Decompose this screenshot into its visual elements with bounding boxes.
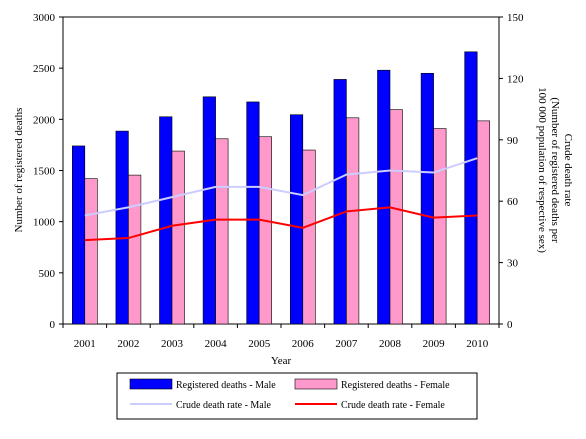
bar-registered-deaths-male-2009 [420,72,434,325]
x-axis: 2001 2002 2003 2004 2005 2006 2007 2008 2009 2010 [62,324,500,350]
x-tick-label: 2003 [161,338,184,350]
left-tick-label: 0 [50,319,56,331]
x-tick-label: 2009 [423,338,446,350]
left-tick-label: 2500 [33,63,56,75]
bar-registered-deaths-male-2008 [377,69,391,325]
x-tick-label: 2005 [248,338,271,350]
legend-label-female-rate: Crude death rate - Female [341,400,445,411]
line-crude-death-rate-female [84,206,478,242]
x-tick-label: 2007 [335,338,358,350]
x-tick-label: 2002 [117,338,139,350]
bar-registered-deaths-female-2007 [346,117,360,325]
bar-registered-deaths-female-2009 [433,128,447,325]
bar-registered-deaths-male-2005 [246,101,260,325]
bar-registered-deaths-female-2008 [389,109,403,325]
lines-layer [84,157,478,242]
right-tick-label: 120 [507,73,524,85]
right-y-axis-title-line-1: Crude death rate [562,134,574,207]
legend-swatch-female-deaths [294,378,338,390]
left-tick-label: 2000 [33,114,56,126]
bar-registered-deaths-female-2003 [171,150,185,325]
x-tick-label: 2004 [205,338,228,350]
left-y-axis: 0 500 1000 1500 2000 2500 3000 [33,12,63,331]
bar-registered-deaths-male-2004 [202,96,216,325]
line-crude-death-rate-male [84,157,478,217]
bar-registered-deaths-male-2010 [464,51,478,325]
right-y-axis-title-line-3: 100 000 population of respective sex) [536,87,548,253]
bars-layer [72,51,491,325]
x-tick-label: 2010 [466,338,489,350]
bar-registered-deaths-male-2007 [333,79,347,325]
bar-registered-deaths-female-2002 [128,174,142,325]
bar-registered-deaths-female-2004 [215,138,229,325]
bar-registered-deaths-female-2001 [84,178,98,325]
x-tick-label: 2008 [379,338,402,350]
left-tick-label: 3000 [33,12,56,24]
bar-registered-deaths-male-2003 [159,116,173,325]
bar-registered-deaths-female-2010 [476,120,491,325]
bar-registered-deaths-male-2002 [115,130,129,325]
left-y-axis-title: Number of registered deaths [13,108,25,233]
bar-registered-deaths-female-2006 [302,149,316,325]
x-tick-label: 2006 [292,338,315,350]
x-tick-label: 2001 [74,338,96,350]
right-tick-label: 0 [507,319,513,331]
right-y-axis-title-line-2: (Number of registered deaths per [549,97,561,243]
legend-label-female-deaths: Registered deaths - Female [341,380,450,391]
bar-registered-deaths-male-2006 [289,114,304,325]
legend: Registered deaths - Male Registered deat… [116,372,478,420]
left-tick-label: 1500 [33,166,56,178]
bar-registered-deaths-male-2001 [72,145,86,325]
legend-label-male-deaths: Registered deaths - Male [176,380,276,391]
right-tick-label: 150 [507,12,524,24]
right-y-axis: 0 30 60 90 120 150 [499,12,524,331]
legend-label-male-rate: Crude death rate - Male [176,400,272,411]
left-tick-label: 500 [39,268,56,280]
x-axis-title: Year [271,355,292,367]
legend-swatch-male-deaths [129,378,173,390]
left-tick-label: 1000 [33,217,56,229]
plot-area [62,16,500,325]
right-tick-label: 30 [507,258,519,270]
right-tick-label: 60 [507,196,519,208]
right-y-axis-title: Crude death rate (Number of registered d… [536,87,574,253]
bar-registered-deaths-female-2005 [258,136,273,325]
right-tick-label: 90 [507,135,519,147]
